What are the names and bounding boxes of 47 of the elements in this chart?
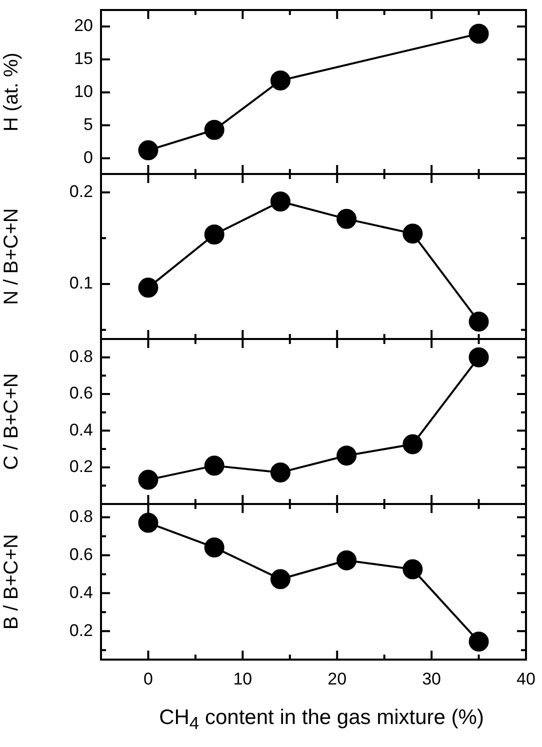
y-axis-title: B / B+C+N (0, 534, 23, 630)
point (204, 456, 224, 476)
point (138, 470, 158, 490)
y-tick-label: 0.4 (69, 420, 93, 440)
y-tick-label: 0.1 (69, 274, 93, 293)
point (204, 537, 224, 558)
y-tick-label: 0.8 (69, 506, 93, 526)
point (468, 312, 489, 332)
y-tick-label: 0.2 (69, 457, 93, 476)
x-tick-label: 0 (143, 669, 153, 688)
y-tick-label: 0.2 (69, 182, 93, 202)
point (270, 462, 290, 482)
x-axis-title: CH$_{4}$ content in the gas mixture (%) (158, 706, 485, 734)
y-axis-title: C / B+C+N (0, 373, 23, 470)
point (336, 208, 357, 229)
y-tick-label: 0.2 (69, 620, 93, 640)
y-tick-label: 5 (84, 114, 93, 134)
y-tick-label: 0 (84, 148, 93, 167)
point (138, 140, 158, 160)
point (204, 120, 224, 140)
y-tick-label: 0.8 (69, 347, 93, 366)
y-tick-label: 0.4 (69, 582, 93, 602)
point (468, 632, 489, 652)
point (402, 559, 423, 580)
x-tick-label: 10 (233, 669, 252, 688)
x-tick-label: 40 (516, 669, 536, 688)
point (402, 224, 423, 244)
point (336, 446, 357, 466)
point (204, 224, 224, 244)
y-axis-title: N / B+C+N (0, 208, 23, 305)
point (138, 512, 158, 533)
y-tick-label: 0.6 (69, 544, 93, 564)
point (336, 550, 357, 570)
point (270, 70, 290, 90)
y-tick-label: 15 (74, 49, 93, 68)
point (270, 192, 290, 212)
point (138, 278, 158, 298)
point (402, 434, 423, 454)
x-tick-label: 30 (422, 669, 442, 688)
point (270, 569, 290, 590)
y-tick-label: 0.6 (69, 384, 93, 403)
y-axis-title: H (at. %) (0, 52, 23, 132)
y-tick-label: 10 (74, 82, 93, 102)
point (468, 347, 489, 368)
point (468, 24, 489, 44)
y-tick-label: 20 (74, 16, 93, 36)
x-tick-label: 20 (328, 669, 347, 688)
